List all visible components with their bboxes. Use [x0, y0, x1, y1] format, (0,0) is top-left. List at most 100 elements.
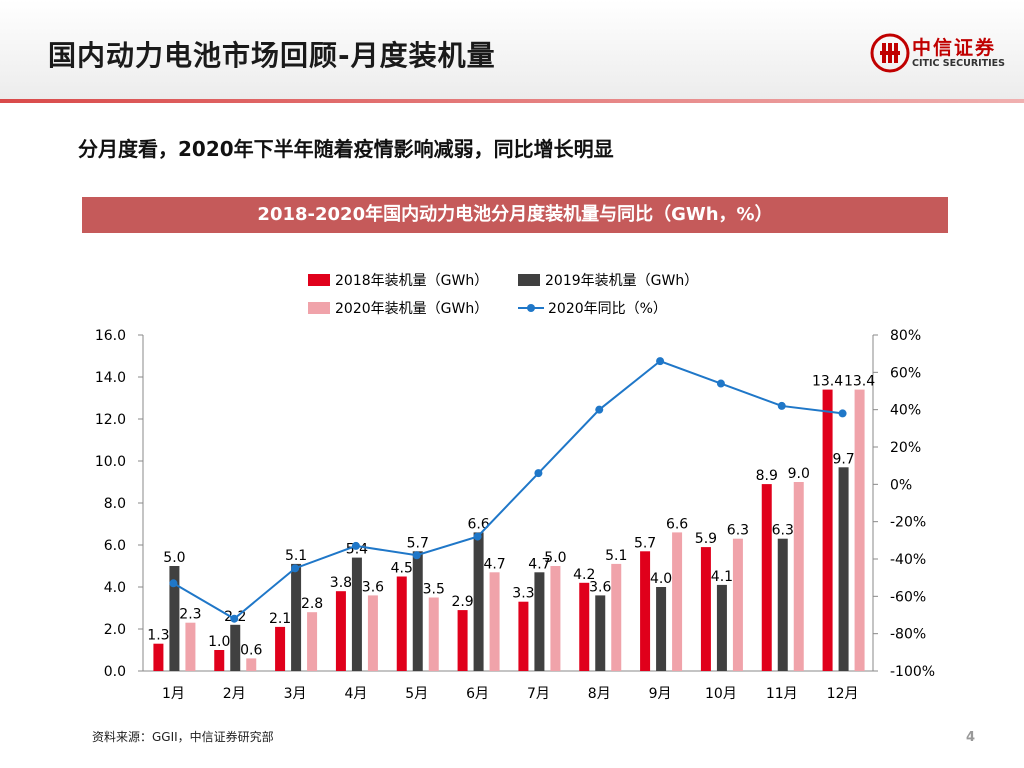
data-label-s2018: 2.1 [269, 611, 291, 627]
y-tick-left-label: 2.0 [104, 622, 126, 638]
y-tick-right-label: 0% [890, 477, 912, 493]
legend-item-yoy: 2020年同比（%） [518, 298, 667, 318]
bar-s2020 [367, 595, 378, 671]
x-tick-label: 7月 [527, 686, 550, 702]
data-label-s2020: 6.6 [666, 516, 688, 532]
y-tick-left-label: 14.0 [95, 370, 126, 386]
yoy-point [838, 409, 847, 418]
bar-s2018 [761, 484, 772, 671]
x-tick-label: 3月 [284, 686, 307, 702]
logo-text-cn: 中信证券 [912, 37, 997, 59]
legend-item-2020: 2020年装机量（GWh） [308, 298, 488, 318]
y-tick-left-label: 4.0 [104, 580, 126, 596]
bar-s2020 [185, 622, 196, 671]
data-label-s2018: 1.0 [208, 634, 230, 650]
bar-s2018 [640, 551, 651, 671]
bar-s2018 [396, 576, 407, 671]
yoy-point [656, 357, 665, 366]
bar-s2019 [595, 595, 606, 671]
legend-item-2018: 2018年装机量（GWh） [308, 270, 488, 290]
legend-line-yoy [518, 302, 544, 314]
y-tick-right-label: 80% [890, 328, 921, 344]
data-label-s2020: 3.5 [423, 582, 445, 598]
data-label-s2019: 9.7 [832, 451, 854, 467]
data-label-s2018: 4.2 [573, 567, 595, 583]
citic-logo: 中信证券 CITIC SECURITIES [870, 33, 1010, 73]
data-label-s2019: 4.7 [528, 556, 550, 572]
x-tick-label: 6月 [466, 686, 489, 702]
data-label-s2020: 13.4 [844, 374, 875, 390]
legend-item-2019: 2019年装机量（GWh） [518, 270, 698, 290]
x-tick-label: 4月 [344, 686, 367, 702]
y-tick-left-label: 0.0 [104, 664, 126, 680]
bar-s2020 [489, 572, 500, 671]
bar-s2018 [518, 601, 529, 671]
yoy-point [716, 379, 725, 388]
yoy-line [172, 360, 843, 620]
y-tick-left-label: 12.0 [95, 412, 126, 428]
yoy-point [291, 564, 300, 573]
data-label-s2020: 0.6 [240, 642, 262, 658]
header-divider [0, 99, 1024, 103]
data-label-s2019: 5.0 [163, 550, 185, 566]
data-label-s2018: 2.9 [451, 594, 473, 610]
bar-s2019 [777, 538, 788, 671]
source-note: 资料来源：GGII，中信证券研究部 [92, 730, 274, 744]
bar-s2019 [169, 566, 180, 671]
y-tick-left-label: 10.0 [95, 454, 126, 470]
x-tick-label: 1月 [162, 686, 185, 702]
y-tick-right-label: -20% [890, 515, 926, 531]
data-label-s2020: 2.3 [179, 607, 201, 623]
legend-label-yoy: 2020年同比（%） [548, 301, 667, 317]
data-label-s2020: 3.6 [362, 579, 384, 595]
y-tick-left-label: 6.0 [104, 538, 126, 554]
data-label-s2020: 2.8 [301, 596, 323, 612]
y-tick-right-label: 40% [890, 403, 921, 419]
bar-s2020 [732, 538, 743, 671]
y-tick-right-label: -60% [890, 589, 926, 605]
logo-text-en: CITIC SECURITIES [912, 58, 1006, 69]
data-label-s2019: 3.6 [589, 579, 611, 595]
bar-s2018 [153, 643, 164, 671]
data-label-s2018: 13.4 [812, 374, 843, 390]
data-label-s2020: 5.0 [544, 550, 566, 566]
x-tick-label: 8月 [588, 686, 611, 702]
data-label-s2020: 6.3 [727, 523, 749, 539]
yoy-point [534, 469, 543, 478]
bar-s2018 [335, 591, 346, 671]
bar-s2019 [412, 551, 423, 671]
x-tick-label: 11月 [766, 686, 798, 702]
bar-s2020 [854, 389, 865, 671]
x-tick-label: 12月 [827, 686, 859, 702]
bar-s2020 [307, 612, 318, 671]
yoy-point [595, 405, 604, 414]
chart-title-banner: 2018-2020年国内动力电池分月度装机量与同比（GWh，%） [82, 197, 948, 233]
data-label-s2018: 3.8 [330, 575, 352, 591]
legend-label-2020: 2020年装机量（GWh） [335, 301, 489, 317]
data-label-s2019: 6.3 [772, 523, 794, 539]
data-label-s2019: 4.1 [711, 569, 733, 585]
data-label-s2020: 4.7 [483, 556, 505, 572]
legend-swatch-2020 [308, 302, 330, 314]
data-label-s2019: 4.0 [650, 571, 672, 587]
data-label-s2018: 3.3 [512, 586, 534, 602]
data-label-s2019: 6.6 [467, 516, 489, 532]
bar-s2019 [230, 624, 241, 671]
bar-s2019 [656, 587, 667, 671]
x-tick-label: 5月 [405, 686, 428, 702]
yoy-point [777, 401, 786, 410]
bar-s2019 [716, 584, 727, 671]
bar-s2019 [291, 563, 302, 671]
y-tick-right-label: 60% [890, 365, 921, 381]
bar-s2020 [611, 563, 622, 671]
y-tick-right-label: -80% [890, 627, 926, 643]
bar-s2020 [550, 566, 561, 671]
yoy-point [473, 532, 482, 541]
bar-s2018 [214, 650, 225, 671]
y-tick-left-label: 8.0 [104, 496, 126, 512]
data-label-s2020: 5.1 [605, 548, 627, 564]
legend-swatch-2019 [518, 274, 540, 286]
bar-s2020 [428, 597, 439, 671]
bar-s2018 [457, 610, 468, 671]
yoy-point [169, 579, 178, 588]
